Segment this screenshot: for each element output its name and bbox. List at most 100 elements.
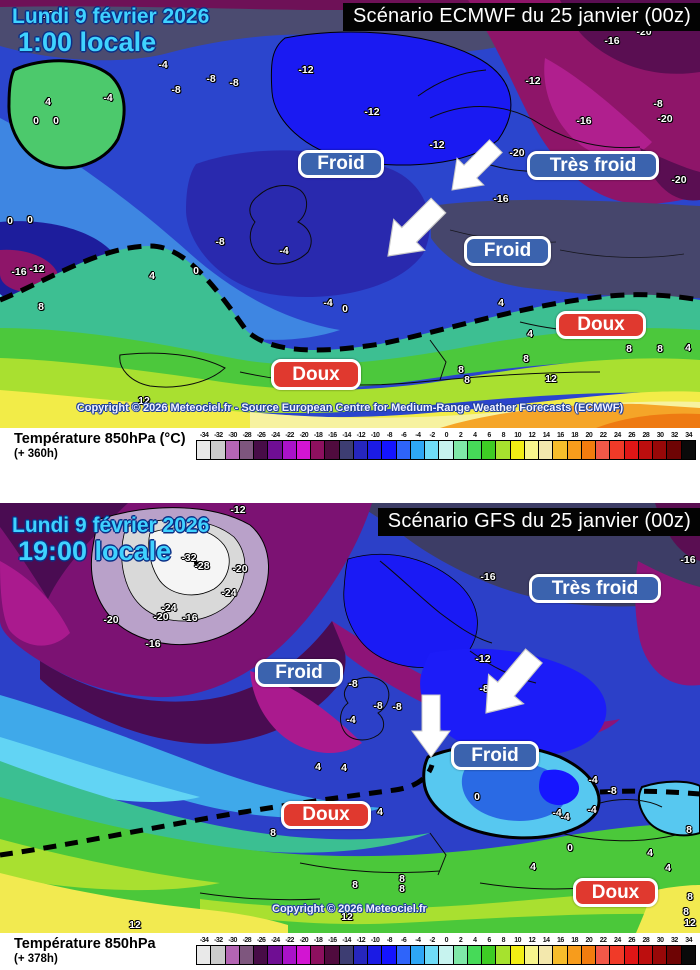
scale-cell: 22 xyxy=(595,936,611,965)
legend-swatch xyxy=(324,440,340,460)
scale-cell: -16 xyxy=(324,431,340,460)
legend-tick: -32 xyxy=(214,937,223,944)
legend-tick: 22 xyxy=(599,937,607,944)
legend-swatch xyxy=(210,945,226,965)
temp-value-label: -8 xyxy=(607,785,617,797)
legend-tick: -18 xyxy=(313,432,323,439)
scale-cell: 30 xyxy=(652,936,668,965)
flow-arrow-icon xyxy=(411,694,451,758)
scale-cell: 18 xyxy=(566,936,582,965)
legend-tick: -10 xyxy=(370,937,380,944)
legend-tick: -22 xyxy=(285,432,294,439)
legend-swatch xyxy=(609,945,625,965)
weather-map-ecmwf xyxy=(0,0,700,428)
legend-swatch xyxy=(352,945,368,965)
legend-tick: 30 xyxy=(656,937,664,944)
region-label-doux: Doux xyxy=(271,359,361,390)
legend-tick: 14 xyxy=(542,937,550,944)
legend-swatch xyxy=(552,945,568,965)
temp-value-label: 8 xyxy=(458,364,464,376)
forecast-panel-ecmwf: -16-20-12-16-20-12-12-12-16-20-8-12-20-1… xyxy=(0,0,700,470)
scale-cell: 10 xyxy=(509,936,525,965)
temp-value-label: -32 xyxy=(181,552,197,564)
copyright-gfs: Copyright © 2026 Meteociel.fr xyxy=(272,903,427,915)
legend-tick: 8 xyxy=(501,432,506,439)
legend-swatch xyxy=(224,440,240,460)
legend-swatch xyxy=(552,440,568,460)
legend-tick: 12 xyxy=(528,937,536,944)
legend-tick: 32 xyxy=(670,432,678,439)
scale-cell: 16 xyxy=(552,936,568,965)
legend-text-gfs: Température 850hPa (+ 378h) xyxy=(14,935,156,965)
scale-cell: -12 xyxy=(352,936,368,965)
valid-time: 1:00 locale xyxy=(18,26,157,57)
legend-swatch xyxy=(580,440,596,460)
legend-tick: -28 xyxy=(242,937,252,944)
legend-swatch xyxy=(495,440,511,460)
scale-cell: -2 xyxy=(424,431,440,460)
scale-cell: -24 xyxy=(267,936,283,965)
temp-value-label: 0 xyxy=(193,265,199,277)
legend-tick: 6 xyxy=(487,432,491,439)
temp-value-label: 4 xyxy=(341,762,347,774)
legend-swatch xyxy=(652,440,668,460)
temp-value-label: -4 xyxy=(560,811,570,823)
scale-cell: -14 xyxy=(338,431,354,460)
legend-tick: -16 xyxy=(328,432,337,439)
legend-swatch xyxy=(367,440,383,460)
legend-tick: -24 xyxy=(271,432,280,439)
temp-value-label: -8 xyxy=(653,98,663,110)
scale-cell: -32 xyxy=(210,936,226,965)
temp-value-label: 12 xyxy=(341,911,353,923)
legend-swatch xyxy=(538,945,554,965)
legend-swatch xyxy=(509,945,525,965)
legend-tick: -20 xyxy=(299,432,309,439)
legend-swatch xyxy=(295,945,311,965)
valid-date: Lundi 9 février 2026 xyxy=(12,5,210,28)
temp-value-label: 4 xyxy=(527,328,533,340)
temp-value-label: 0 xyxy=(33,115,39,127)
legend-swatch xyxy=(367,945,383,965)
scale-cell: -6 xyxy=(395,431,411,460)
legend-tick: 0 xyxy=(444,937,449,944)
legend-tick: -32 xyxy=(214,432,223,439)
temp-value-label: 4 xyxy=(665,862,671,874)
scale-cell: -20 xyxy=(295,431,311,460)
legend-tick: 24 xyxy=(613,432,621,439)
temp-value-label: -24 xyxy=(221,587,237,599)
legend-tick: 22 xyxy=(599,432,607,439)
legend-swatch xyxy=(452,440,468,460)
legend-swatch xyxy=(338,440,354,460)
legend-swatch xyxy=(481,945,497,965)
legend-swatch xyxy=(652,945,668,965)
legend-tick: -14 xyxy=(342,432,351,439)
scale-cell: -12 xyxy=(352,431,368,460)
legend-swatch xyxy=(281,945,297,965)
scale-cell: 28 xyxy=(637,431,653,460)
legend-swatch xyxy=(509,440,525,460)
legend-tick: -26 xyxy=(256,937,266,944)
panel-title-ecmwf: Scénario ECMWF du 25 janvier (00z) xyxy=(342,3,700,31)
legend-tick: -8 xyxy=(386,432,393,439)
legend-swatch xyxy=(210,440,226,460)
legend-tick: 6 xyxy=(487,937,491,944)
scale-cell: 16 xyxy=(552,431,568,460)
temp-value-label: -4 xyxy=(158,59,168,71)
valid-time: 19:00 locale xyxy=(18,535,172,566)
scale-cell: -26 xyxy=(253,936,269,965)
legend-swatch xyxy=(438,945,454,965)
legend-swatch xyxy=(452,945,468,965)
scale-cell: 8 xyxy=(495,936,511,965)
scale-cell: 6 xyxy=(481,431,497,460)
legend-tick: -6 xyxy=(401,432,407,439)
scale-cell: 28 xyxy=(637,936,653,965)
temp-value-label: -8 xyxy=(215,236,225,248)
legend-tick: -20 xyxy=(299,937,309,944)
legend-tick: 20 xyxy=(585,937,593,944)
region-label-froid: Froid xyxy=(451,741,539,770)
temp-value-label: -12 xyxy=(475,653,491,665)
temp-value-label: 8 xyxy=(464,374,470,386)
legend-tick: -2 xyxy=(429,432,436,439)
temp-value-label: 8 xyxy=(626,343,632,355)
